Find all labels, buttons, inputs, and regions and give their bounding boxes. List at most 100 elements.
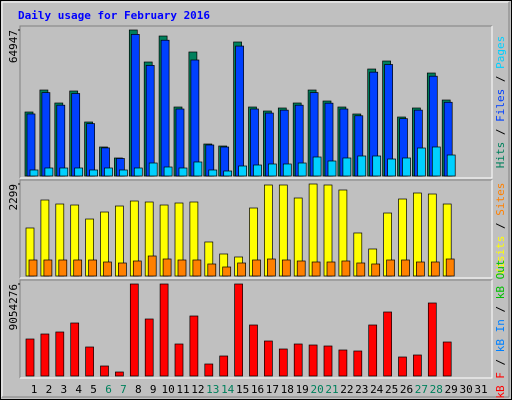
panel-bevel xyxy=(20,26,493,179)
bar xyxy=(41,92,51,177)
bar xyxy=(413,354,422,377)
bar xyxy=(383,311,392,377)
bar xyxy=(190,59,200,177)
x-tick-label: 21 xyxy=(325,383,338,396)
bar xyxy=(312,156,322,177)
bar xyxy=(28,259,38,277)
x-tick-label: 6 xyxy=(105,383,112,396)
legend-separator: / xyxy=(494,352,507,372)
x-tick-label: 18 xyxy=(281,383,294,396)
bar xyxy=(29,169,39,177)
bar xyxy=(100,365,109,377)
bar xyxy=(431,146,441,177)
bar xyxy=(387,158,396,177)
bar xyxy=(178,167,188,177)
bar xyxy=(118,262,127,277)
bar xyxy=(430,261,440,277)
bar xyxy=(282,163,292,177)
legend-entry: Pages xyxy=(494,36,507,69)
x-tick-label: 5 xyxy=(90,383,97,396)
bar xyxy=(308,344,318,377)
x-tick-label: 31 xyxy=(474,383,487,396)
bar xyxy=(25,338,35,377)
bar xyxy=(222,266,232,277)
bar xyxy=(59,167,69,177)
x-tick-label: 27 xyxy=(415,383,428,396)
bar xyxy=(132,260,142,277)
chart-title: Daily usage for February 2016 xyxy=(18,9,210,22)
x-tick-label: 10 xyxy=(161,383,174,396)
bar xyxy=(281,259,291,277)
bar xyxy=(204,363,214,377)
x-tick-label: 12 xyxy=(191,383,204,396)
bar xyxy=(278,348,288,377)
bar xyxy=(177,259,187,277)
bar xyxy=(56,104,66,177)
bar xyxy=(159,283,169,377)
bar xyxy=(268,163,277,177)
bar xyxy=(338,349,348,377)
x-tick-label: 7 xyxy=(120,383,127,396)
bar xyxy=(293,343,303,377)
bar xyxy=(234,283,243,377)
bar xyxy=(115,371,124,377)
bar xyxy=(130,34,140,177)
bar xyxy=(297,162,307,177)
y-tick-label: 2299 xyxy=(7,184,20,211)
bar xyxy=(88,259,97,277)
bar xyxy=(427,302,437,377)
bar xyxy=(264,340,273,377)
x-tick-label: 29 xyxy=(445,383,458,396)
bar xyxy=(86,123,95,177)
bar xyxy=(253,164,262,177)
bar xyxy=(148,162,158,177)
bar xyxy=(353,350,363,377)
x-tick-label: 25 xyxy=(385,383,398,396)
bar xyxy=(129,283,139,377)
x-tick-label: 30 xyxy=(459,383,472,396)
bar xyxy=(70,322,80,377)
x-tick-label: 13 xyxy=(206,383,219,396)
bar xyxy=(386,259,395,277)
legend-entry: Visits xyxy=(494,236,507,276)
legend-separator: / xyxy=(494,299,507,319)
x-tick-label: 15 xyxy=(236,383,249,396)
bar xyxy=(417,147,426,177)
bar xyxy=(326,261,336,277)
bar xyxy=(103,261,112,277)
x-tick-label: 1 xyxy=(31,383,38,396)
legend-separator: / xyxy=(494,122,507,142)
bar xyxy=(219,355,229,377)
bar xyxy=(235,45,244,177)
bar xyxy=(371,263,381,277)
bar xyxy=(311,261,321,277)
legend-entry: Sites xyxy=(494,183,507,216)
bar xyxy=(238,165,247,177)
bar xyxy=(89,169,98,177)
bar xyxy=(323,345,333,377)
legend-separator: / xyxy=(494,216,507,236)
panel-bevel xyxy=(19,279,492,378)
legend: kB F / kB In / kB Out xyxy=(494,259,507,398)
bar xyxy=(445,258,455,277)
bar xyxy=(71,93,81,177)
x-tick-label: 3 xyxy=(60,383,67,396)
x-tick-label: 4 xyxy=(75,383,82,396)
bar xyxy=(341,260,351,277)
x-tick-label: 20 xyxy=(310,383,323,396)
x-tick-label: 19 xyxy=(296,383,309,396)
bar xyxy=(85,346,94,377)
bar xyxy=(162,258,172,277)
bar xyxy=(249,324,258,377)
bar xyxy=(208,169,218,177)
bar xyxy=(175,108,185,177)
x-tick-label: 26 xyxy=(400,383,413,396)
bar xyxy=(145,65,155,177)
bar xyxy=(372,155,382,177)
bar xyxy=(368,324,378,377)
bar xyxy=(237,262,246,277)
bar xyxy=(26,113,36,177)
legend: Visits / Sites xyxy=(494,183,507,276)
y-tick-label: 64947 xyxy=(7,30,20,63)
